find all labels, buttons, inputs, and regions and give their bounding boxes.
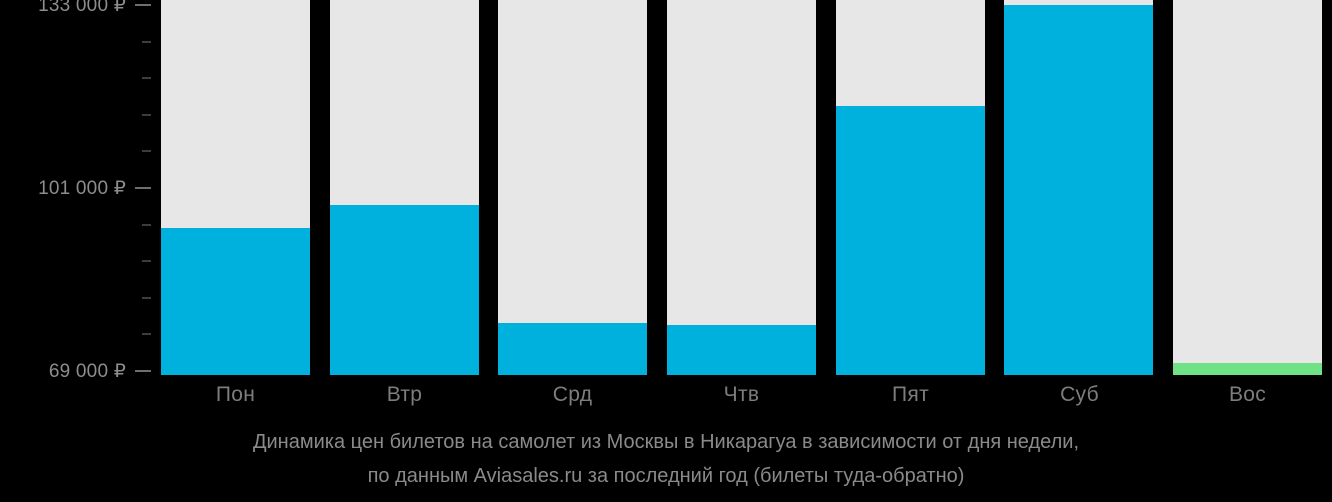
y-axis-tick-mark — [142, 40, 151, 43]
x-axis-label-вос: Вос — [1228, 383, 1267, 406]
bar-column-втр[interactable] — [330, 0, 479, 375]
y-axis-tick-mark — [135, 370, 151, 372]
x-axis: Пон Втр Срд Чтв Пят Суб Вос — [151, 375, 1332, 421]
y-axis-tick-mark — [142, 150, 151, 153]
y-axis: 133 000 ₽ 101 000 ₽ 69 000 ₽ — [0, 0, 151, 502]
x-axis-label-пон: Пон — [215, 383, 256, 406]
bar-fill[interactable] — [330, 205, 479, 375]
bar-track — [498, 0, 647, 375]
caption-line-2: по данным Aviasales.ru за последний год … — [367, 465, 965, 487]
bar-column-пон[interactable] — [161, 0, 310, 375]
y-axis-tick-mark — [142, 333, 151, 336]
bar-fill[interactable] — [836, 105, 985, 375]
x-axis-label-чтв: Чтв — [723, 383, 760, 406]
chart-caption: Динамика цен билетов на самолет из Москв… — [0, 425, 1332, 493]
bar-fill[interactable] — [498, 322, 647, 375]
y-axis-tick-mark — [135, 4, 151, 6]
y-axis-tick-mark — [142, 223, 151, 226]
bar-track — [1173, 0, 1322, 375]
x-axis-label-пят: Пят — [892, 383, 929, 406]
x-axis-label-втр: Втр — [386, 383, 423, 406]
x-axis-label-суб: Суб — [1060, 383, 1099, 406]
bar-column-пят[interactable] — [836, 0, 985, 375]
y-axis-tick-label: 69 000 ₽ — [48, 360, 126, 382]
y-axis-tick-mark — [142, 77, 151, 80]
y-axis-tick-mark — [142, 260, 151, 263]
x-axis-label-срд: Срд — [552, 383, 593, 406]
caption-line-1: Динамика цен билетов на самолет из Москв… — [252, 431, 1080, 453]
y-axis-tick-label: 133 000 ₽ — [38, 0, 126, 16]
bar-column-чтв[interactable] — [667, 0, 816, 375]
y-axis-tick-label: 101 000 ₽ — [38, 177, 126, 199]
bar-fill[interactable] — [1173, 363, 1322, 375]
bar-track — [667, 0, 816, 375]
plot-area — [151, 0, 1332, 375]
bar-column-срд[interactable] — [498, 0, 647, 375]
y-axis-tick-mark — [142, 113, 151, 116]
bar-fill[interactable] — [1004, 5, 1153, 375]
bar-column-вос[interactable] — [1173, 0, 1322, 375]
bar-column-суб[interactable] — [1004, 0, 1153, 375]
bar-fill[interactable] — [667, 325, 816, 375]
y-axis-tick-mark — [135, 187, 151, 189]
y-axis-tick-mark — [142, 296, 151, 299]
bar-fill[interactable] — [161, 228, 310, 375]
